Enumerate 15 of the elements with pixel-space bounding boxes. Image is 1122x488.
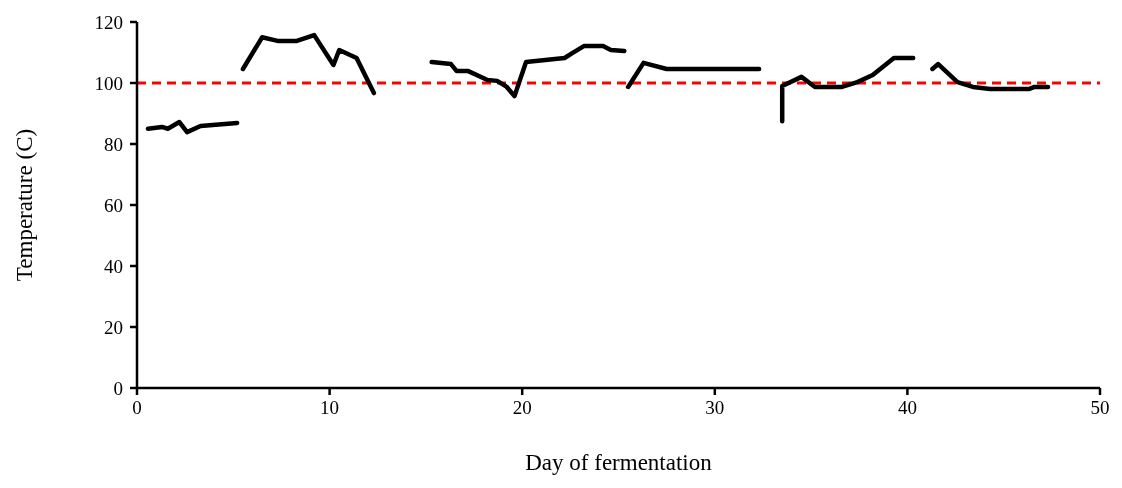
x-tick-label: 10 <box>320 397 340 418</box>
y-tick-label: 20 <box>104 316 123 338</box>
y-tick-label: 60 <box>104 194 123 216</box>
y-tick-label: 120 <box>94 11 123 33</box>
y-tick-label: 40 <box>104 255 123 277</box>
x-tick-label: 30 <box>705 397 725 418</box>
y-tick-label: 0 <box>113 377 123 399</box>
x-tick-label: 50 <box>1090 397 1110 418</box>
x-tick-label: 0 <box>132 397 142 418</box>
x-axis-title: Day of fermentation <box>525 450 713 475</box>
x-tick-label: 40 <box>897 397 917 418</box>
y-axis-title: Temperature (C) <box>12 128 37 282</box>
y-tick-label: 100 <box>94 72 123 94</box>
y-tick-label: 80 <box>104 133 123 155</box>
x-tick-label: 20 <box>512 397 532 418</box>
